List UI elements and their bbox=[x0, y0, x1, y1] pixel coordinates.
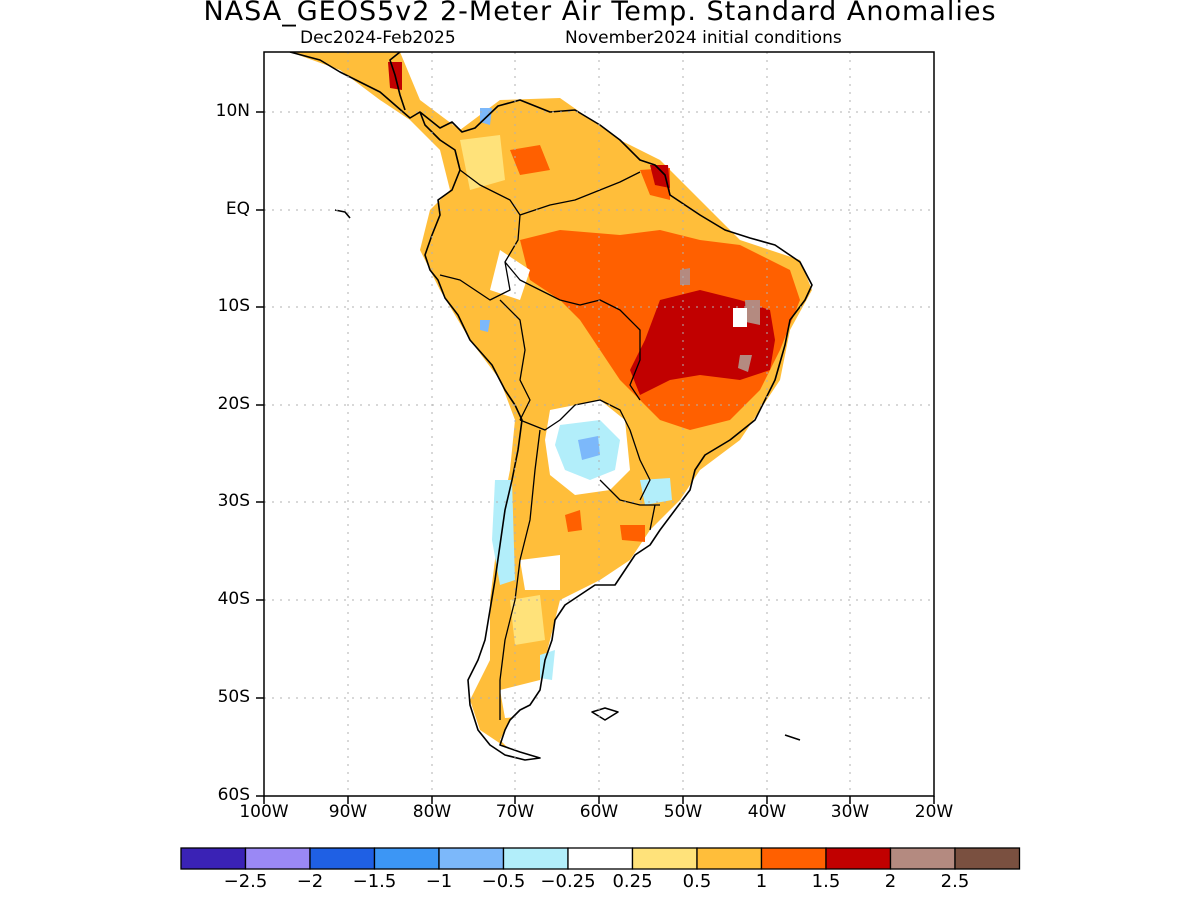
colorbar-swatch bbox=[760, 847, 827, 870]
moderate-anomaly-patch bbox=[565, 510, 582, 532]
colorbar-swatch bbox=[889, 847, 956, 870]
forecast-period: Dec2024-Feb2025 bbox=[300, 28, 456, 48]
colorbar-swatch bbox=[954, 847, 1021, 870]
map-title: NASA_GEOS5v2 2-Meter Air Temp. Standard … bbox=[203, 0, 997, 27]
axis-ticks bbox=[256, 111, 935, 804]
colorbar-swatch bbox=[244, 847, 311, 870]
colorbar-label: −1.5 bbox=[352, 871, 397, 892]
colorbar-swatch bbox=[373, 847, 440, 870]
cold-anomaly-patch bbox=[578, 436, 600, 460]
extreme-anomaly-patch bbox=[680, 268, 690, 285]
colorbar-swatch bbox=[309, 847, 376, 870]
lat-label-10n: 10N bbox=[215, 101, 250, 121]
falkland-islands bbox=[591, 707, 619, 721]
colorbar-swatch bbox=[567, 847, 634, 870]
colorbar-label: 0.5 bbox=[682, 871, 712, 892]
lon-label-100w: 100W bbox=[239, 802, 289, 822]
lat-label-40s: 40S bbox=[217, 589, 250, 609]
lat-label-20s: 20S bbox=[217, 394, 250, 414]
coastlines bbox=[289, 52, 813, 761]
colorbar-swatch bbox=[825, 847, 892, 870]
extreme-anomaly-patch bbox=[738, 355, 752, 372]
neutral-region bbox=[490, 250, 530, 300]
colorbar-swatch bbox=[438, 847, 505, 870]
colorbar-label: −0.25 bbox=[540, 871, 596, 892]
weak-warm-region bbox=[510, 595, 545, 645]
colorbar bbox=[180, 847, 1021, 870]
colorbar-label: −2.5 bbox=[223, 871, 268, 892]
neutral-region bbox=[520, 555, 560, 590]
colorbar-swatch bbox=[502, 847, 569, 870]
lon-label-70w: 70W bbox=[495, 802, 535, 822]
neutral-region bbox=[500, 680, 545, 718]
lon-label-50w: 50W bbox=[663, 802, 703, 822]
neutral-region bbox=[733, 308, 747, 327]
lon-label-20w: 20W bbox=[914, 802, 954, 822]
strong-anomaly-patch bbox=[650, 165, 670, 188]
initial-conditions-label: November2024 initial conditions bbox=[565, 28, 842, 48]
lon-label-30w: 30W bbox=[830, 802, 870, 822]
colorbar-label: 1.5 bbox=[811, 871, 841, 892]
colorbar-swatch bbox=[696, 847, 763, 870]
galapagos-islands bbox=[334, 209, 351, 219]
cold-anomaly-region bbox=[540, 650, 555, 680]
central-america-coastline bbox=[289, 52, 421, 119]
lon-label-80w: 80W bbox=[412, 802, 452, 822]
extreme-anomaly-patch bbox=[745, 300, 760, 325]
south-america-coastline bbox=[419, 99, 813, 761]
lat-label-50s: 50S bbox=[217, 687, 250, 707]
colorbar-swatch bbox=[180, 847, 247, 870]
country-borders bbox=[439, 169, 660, 720]
lat-label-60s: 60S bbox=[217, 785, 250, 805]
colorbar-swatch bbox=[631, 847, 698, 870]
lon-label-40w: 40W bbox=[747, 802, 787, 822]
colorbar-label: −2 bbox=[296, 871, 324, 892]
lat-label-eq: EQ bbox=[225, 199, 250, 219]
lat-label-30s: 30S bbox=[217, 491, 250, 511]
cold-anomaly-patch bbox=[480, 320, 490, 332]
colorbar-label: 0.25 bbox=[612, 871, 653, 892]
colorbar-label: −1 bbox=[425, 871, 453, 892]
lon-label-60w: 60W bbox=[579, 802, 619, 822]
anomaly-fields bbox=[290, 52, 812, 750]
colorbar-label: −0.5 bbox=[481, 871, 526, 892]
weak-warm-region bbox=[460, 135, 505, 190]
colorbar-label: 2.5 bbox=[940, 871, 970, 892]
land-anomaly-region bbox=[290, 52, 812, 750]
moderate-anomaly-patch bbox=[510, 145, 550, 175]
south-georgia bbox=[784, 734, 801, 741]
colorbar-label: 2 bbox=[884, 871, 897, 892]
lat-label-10s: 10S bbox=[217, 296, 250, 316]
lon-label-90w: 90W bbox=[328, 802, 368, 822]
colorbar-label: 1 bbox=[755, 871, 768, 892]
moderate-anomaly-patch bbox=[620, 525, 645, 542]
